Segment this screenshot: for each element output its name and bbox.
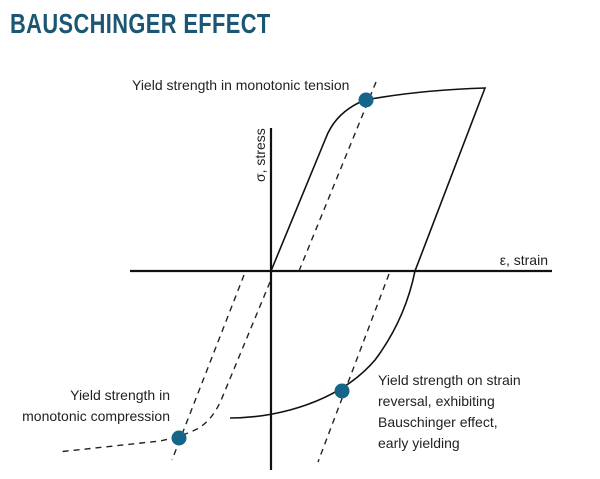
offset-line-reversal — [317, 273, 390, 463]
diagram-title: BAUSCHINGER EFFECT — [10, 8, 271, 39]
offset-line-tension — [298, 81, 377, 272]
strain-axis-label: ε, strain — [500, 252, 548, 268]
offset-line-compression — [171, 274, 245, 461]
reversal-annotation-line-4: early yielding — [378, 435, 460, 451]
reversal-annotation-line-2: reversal, exhibiting — [378, 393, 495, 409]
tension-annotation: Yield strength in monotonic tension — [132, 77, 349, 93]
compression-annotation-line-2: monotonic compression — [22, 408, 170, 424]
stress-axis-label: σ, stress — [252, 128, 268, 182]
compression-annotation-line-1: Yield strength in — [70, 387, 170, 403]
monotonic-compression-curve — [57, 281, 271, 453]
reversal-annotation-line-3: Bauschinger effect, — [378, 414, 498, 430]
yield-point-tension — [358, 92, 374, 108]
loading-unloading-curve — [229, 87, 487, 419]
yield-point-reversal — [334, 383, 350, 399]
reversal-annotation-line-1: Yield strength on strain — [378, 372, 521, 388]
yield-point-compression — [171, 430, 187, 446]
